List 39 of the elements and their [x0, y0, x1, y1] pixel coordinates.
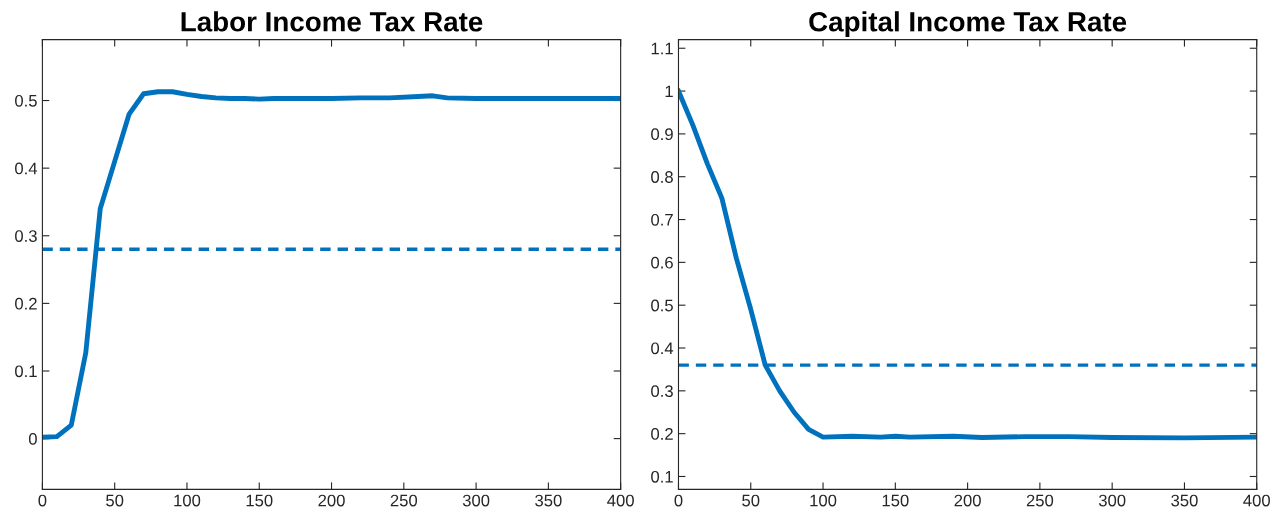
y-tick-label: 0.5: [15, 94, 37, 107]
x-tick-label: 150: [246, 494, 273, 507]
y-tick-label: 0: [28, 433, 37, 445]
x-tick-label: 400: [607, 494, 634, 507]
x-tick-label: 150: [882, 494, 909, 507]
y-tick-label: 0.2: [651, 428, 673, 440]
x-tick-label: 0: [38, 494, 47, 507]
y-tick-label: 0.4: [15, 162, 38, 175]
x-tick-label: 0: [674, 494, 683, 507]
chart-title: Labor Income Tax Rate: [181, 11, 483, 32]
x-tick-label: 350: [1171, 494, 1198, 507]
y-tick-label: 0.7: [651, 213, 673, 226]
x-tick-label: 400: [1243, 494, 1270, 507]
line-series: [42, 89, 621, 440]
y-tick-label: 0.6: [651, 256, 673, 269]
y-tick-label: 0.2: [15, 297, 37, 310]
chart-title: Capital Income Tax Rate: [809, 11, 1127, 38]
x-tick-label: 50: [742, 494, 760, 507]
y-tick-label: 0.3: [15, 230, 37, 242]
x-tick-label: 200: [318, 494, 345, 507]
y-tick-label: 0.1: [15, 365, 37, 378]
x-tick-label: 200: [954, 494, 981, 507]
x-tick-label: 350: [535, 494, 562, 507]
y-tick-label: 0.9: [651, 128, 673, 141]
y-tick-label: 0.8: [651, 171, 673, 183]
x-tick-label: 250: [1026, 494, 1054, 507]
x-tick-label: 100: [810, 494, 837, 507]
x-tick-label: 250: [390, 494, 418, 507]
line-series: [678, 88, 1257, 441]
y-tick-label: 0.1: [651, 470, 673, 483]
y-tick-label: 0.5: [651, 299, 673, 312]
y-tick-label: 0.3: [651, 385, 673, 398]
y-tick-label: 1.1: [651, 42, 673, 55]
x-tick-label: 50: [106, 494, 124, 507]
x-tick-label: 300: [1098, 494, 1126, 507]
y-tick-label: 0.4: [651, 342, 674, 355]
x-tick-label: 300: [462, 494, 490, 507]
y-tick-label: 1: [665, 85, 673, 98]
x-tick-label: 100: [174, 494, 201, 507]
